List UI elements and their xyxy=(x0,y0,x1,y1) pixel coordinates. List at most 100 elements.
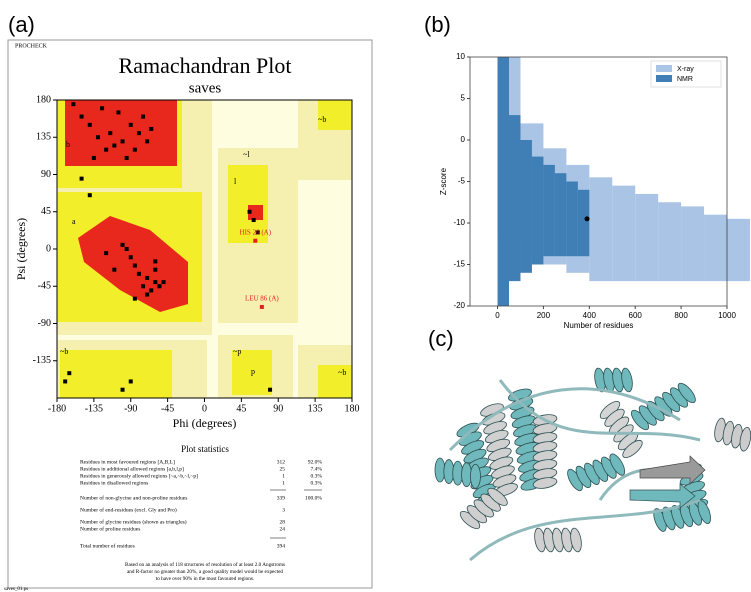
helix-turn xyxy=(470,464,480,488)
helix-turn xyxy=(462,463,472,487)
x-tick-label: -90 xyxy=(124,403,137,414)
y-tick-label: 45 xyxy=(41,206,51,217)
residue-point xyxy=(252,218,256,222)
panel-label: (b) xyxy=(424,12,451,37)
residue-point xyxy=(129,123,133,127)
residue-point xyxy=(80,177,84,181)
density-band xyxy=(520,140,531,273)
labeled-point xyxy=(253,239,257,243)
residue-point xyxy=(153,280,157,284)
residue-point xyxy=(145,276,149,280)
labeled-point xyxy=(260,305,264,309)
footer: saves_01.ps xyxy=(4,587,28,592)
highlight-point xyxy=(585,216,590,221)
residue-point xyxy=(88,193,92,197)
residue-point xyxy=(121,243,125,247)
residue-point xyxy=(137,131,141,135)
protein-structure xyxy=(435,367,751,560)
residue-point xyxy=(116,110,120,114)
stats-cell: 92.0% xyxy=(308,459,323,465)
stats-cell: Number of glycine residues (shown as tri… xyxy=(80,518,187,525)
stats-cell: 0.3% xyxy=(311,473,323,479)
y-tick-label: 5 xyxy=(461,94,466,103)
y-tick-label: -10 xyxy=(453,218,465,227)
legend-label: NMR xyxy=(677,76,693,83)
region-label: b xyxy=(66,140,70,149)
legend-label: X-ray xyxy=(677,66,694,73)
stats-cell: Number of end-residues (excl. Gly and Pr… xyxy=(80,506,177,513)
region-label: ~l xyxy=(243,150,250,159)
y-tick-label: -45 xyxy=(38,281,51,292)
density-band xyxy=(612,186,635,281)
y-tick-label: 180 xyxy=(36,94,51,105)
point-label: LEU 86 (A) xyxy=(245,295,279,303)
residue-point xyxy=(96,135,100,139)
residue-point xyxy=(133,297,137,301)
chart-subtitle: saves xyxy=(189,80,222,96)
density-band xyxy=(589,177,612,281)
residue-point xyxy=(141,115,145,119)
density-band xyxy=(578,190,589,256)
stats-cell: 339 xyxy=(277,495,286,501)
residue-point xyxy=(104,148,108,152)
allowed-region xyxy=(60,350,172,398)
favoured-region xyxy=(65,100,177,166)
residue-point xyxy=(71,102,75,106)
procheck-header: PROCHECK xyxy=(15,43,48,49)
x-tick-label: 400 xyxy=(583,311,597,320)
y-tick-label: -5 xyxy=(458,177,466,186)
stats-cell: Residues in disallowed regions xyxy=(80,480,148,486)
y-axis-label: Psi (degrees) xyxy=(14,218,28,280)
residue-point xyxy=(248,210,252,214)
panel-label: (a) xyxy=(8,12,35,37)
residue-point xyxy=(121,388,125,392)
stats-note: Based on an analysis of 118 structures o… xyxy=(125,561,285,568)
x-tick-label: 200 xyxy=(537,311,551,320)
residue-point xyxy=(157,284,161,288)
residue-point xyxy=(92,156,96,160)
x-tick-label: 90 xyxy=(273,403,283,414)
density-band xyxy=(543,165,554,256)
stats-cell: Residues in most favoured regions [A,B,L… xyxy=(80,458,175,465)
residue-point xyxy=(67,371,71,375)
region-label: ~p xyxy=(233,347,241,356)
stats-cell: 100.0% xyxy=(305,495,322,501)
region-label: ~b xyxy=(60,347,68,356)
panel-label: (c) xyxy=(428,326,454,351)
residue-point xyxy=(153,268,157,272)
residue-point xyxy=(125,247,129,251)
residue-point xyxy=(100,106,104,110)
x-tick-label: 180 xyxy=(345,403,360,414)
x-axis-label: Phi (degrees) xyxy=(173,416,237,430)
stats-cell: Residues in generously allowed regions [… xyxy=(80,473,198,479)
residue-point xyxy=(129,379,133,383)
stats-cell: 1 xyxy=(282,480,285,486)
density-band xyxy=(635,194,658,281)
y-tick-label: -135 xyxy=(33,355,51,366)
stats-cell: 24 xyxy=(280,526,286,532)
residue-point xyxy=(80,115,84,119)
stats-cell: 28 xyxy=(280,519,286,525)
x-tick-label: 135 xyxy=(308,403,323,414)
stats-cell: Number of non-glycine and non-proline re… xyxy=(80,494,187,501)
x-tick-label: 0 xyxy=(202,403,207,414)
y-tick-label: -20 xyxy=(453,301,465,310)
residue-point xyxy=(145,139,149,143)
y-tick-label: 10 xyxy=(456,52,465,61)
density-band xyxy=(704,215,727,281)
stats-cell: 25 xyxy=(280,466,286,472)
density-band xyxy=(532,157,543,265)
x-tick-label: 0 xyxy=(495,311,500,320)
density-band xyxy=(509,115,520,281)
stats-cell: 7.4% xyxy=(311,466,323,472)
x-tick-label: 800 xyxy=(674,311,688,320)
density-band xyxy=(727,219,750,281)
density-band xyxy=(555,173,566,256)
residue-point xyxy=(149,127,153,131)
region-label: ~b xyxy=(338,368,346,377)
y-tick-label: -15 xyxy=(453,260,465,269)
helix-turn xyxy=(453,461,463,485)
stats-cell: 3 xyxy=(282,507,285,513)
x-tick-label: -180 xyxy=(48,403,66,414)
x-tick-label: -135 xyxy=(85,403,103,414)
